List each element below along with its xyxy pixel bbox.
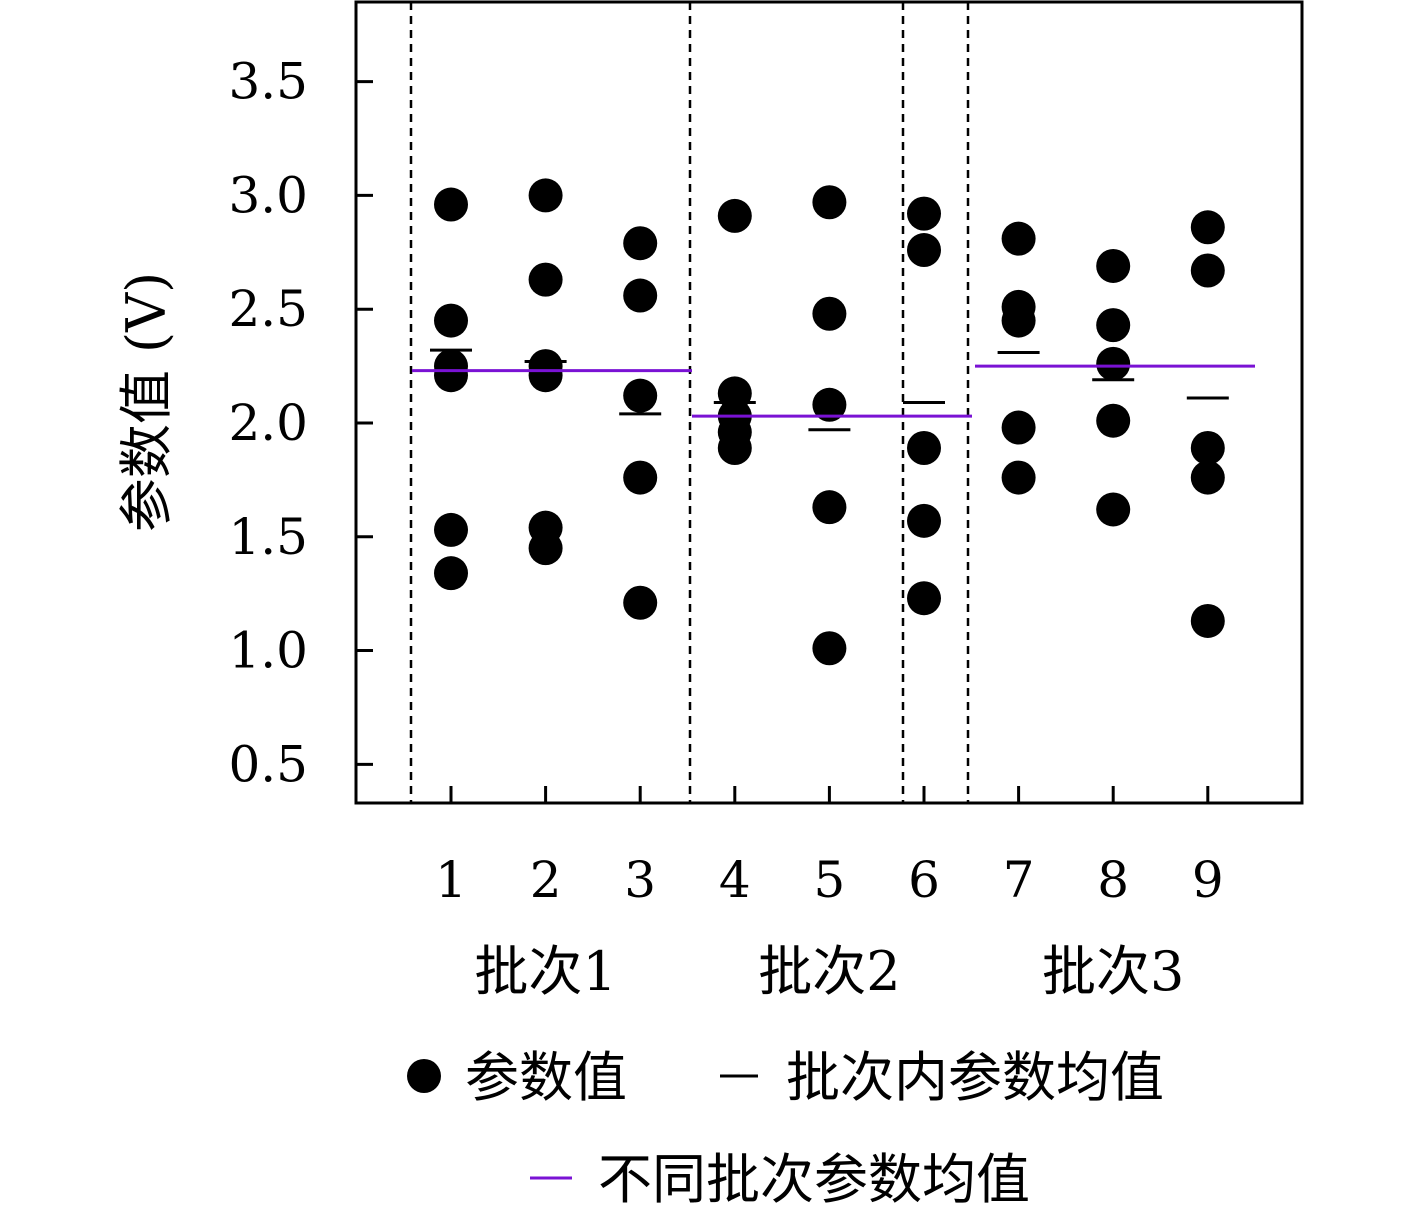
plot-frame (354, 0, 1304, 805)
data-point (1190, 431, 1225, 466)
legend-label-points: 参数值 (465, 1046, 627, 1109)
y-tick-label: 1.5 (228, 508, 308, 566)
data-point (717, 431, 752, 466)
data-point (528, 178, 563, 213)
data-point (623, 378, 658, 413)
data-point (1096, 308, 1131, 343)
data-point (1096, 248, 1131, 283)
data-point (1190, 210, 1225, 245)
data-point (907, 431, 941, 466)
y-tick-label: 2.5 (228, 280, 308, 338)
data-point (812, 296, 847, 331)
data-point (434, 187, 468, 222)
data-point (1096, 346, 1131, 381)
x-tick-label: 3 (624, 851, 656, 909)
data-point (812, 490, 847, 525)
x-tick-label: 9 (1192, 851, 1224, 909)
data-point (1001, 410, 1036, 445)
data-point (812, 631, 847, 666)
data-point (907, 503, 941, 538)
data-point (1190, 253, 1225, 288)
legend: 参数值 批次内参数均值 不同批次参数均值 (407, 1046, 1164, 1211)
data-point (1190, 603, 1225, 638)
data-point (528, 262, 563, 297)
data-point (812, 185, 847, 220)
data-point (812, 387, 847, 422)
legend-marker-points (407, 1059, 441, 1093)
x-tick-label: 2 (530, 851, 562, 909)
data-point (1096, 403, 1131, 438)
data-point (1001, 221, 1036, 256)
data-point (434, 303, 468, 338)
data-point (623, 226, 658, 261)
y-axis-label: 参数值 (V) (115, 272, 178, 532)
y-tick-label: 3.0 (228, 166, 308, 224)
data-point (623, 585, 658, 620)
legend-label-group-mean: 不同批次参数均值 (598, 1148, 1030, 1211)
data-point (907, 581, 941, 616)
data-point (623, 460, 658, 495)
x-tick-label: 4 (719, 851, 751, 909)
data-point (434, 512, 468, 547)
x-tick-label: 5 (813, 851, 845, 909)
data-point (907, 233, 941, 268)
data-point (528, 531, 563, 566)
data-point (623, 278, 658, 313)
data-point (434, 358, 468, 393)
x-tick-label: 1 (435, 851, 467, 909)
x-tick-label: 8 (1097, 851, 1129, 909)
y-tick-label: 3.5 (228, 53, 308, 111)
group-label: 批次1 (474, 940, 616, 1003)
plot-area: 0.5 1.0 1.5 2.0 2.5 3.0 3.5 1 2 3 4 5 6 7 8 9 批次1 批次2 批次3 (228, 0, 1304, 1003)
y-tick-label: 1.0 (228, 622, 308, 680)
legend-label-category-mean: 批次内参数均值 (786, 1046, 1164, 1109)
data-point (907, 196, 941, 231)
data-point (528, 358, 563, 393)
x-tick-label: 6 (908, 851, 940, 909)
x-tick-label: 7 (1003, 851, 1035, 909)
data-point (1001, 303, 1036, 338)
data-point (1001, 460, 1036, 495)
group-label: 批次2 (758, 940, 900, 1003)
y-tick-label: 0.5 (228, 735, 308, 793)
data-point (1096, 492, 1131, 527)
data-point (1190, 460, 1225, 495)
data-point (434, 556, 468, 591)
y-tick-label: 2.0 (228, 394, 308, 452)
data-point (717, 198, 752, 233)
group-label: 批次3 (1042, 940, 1184, 1003)
